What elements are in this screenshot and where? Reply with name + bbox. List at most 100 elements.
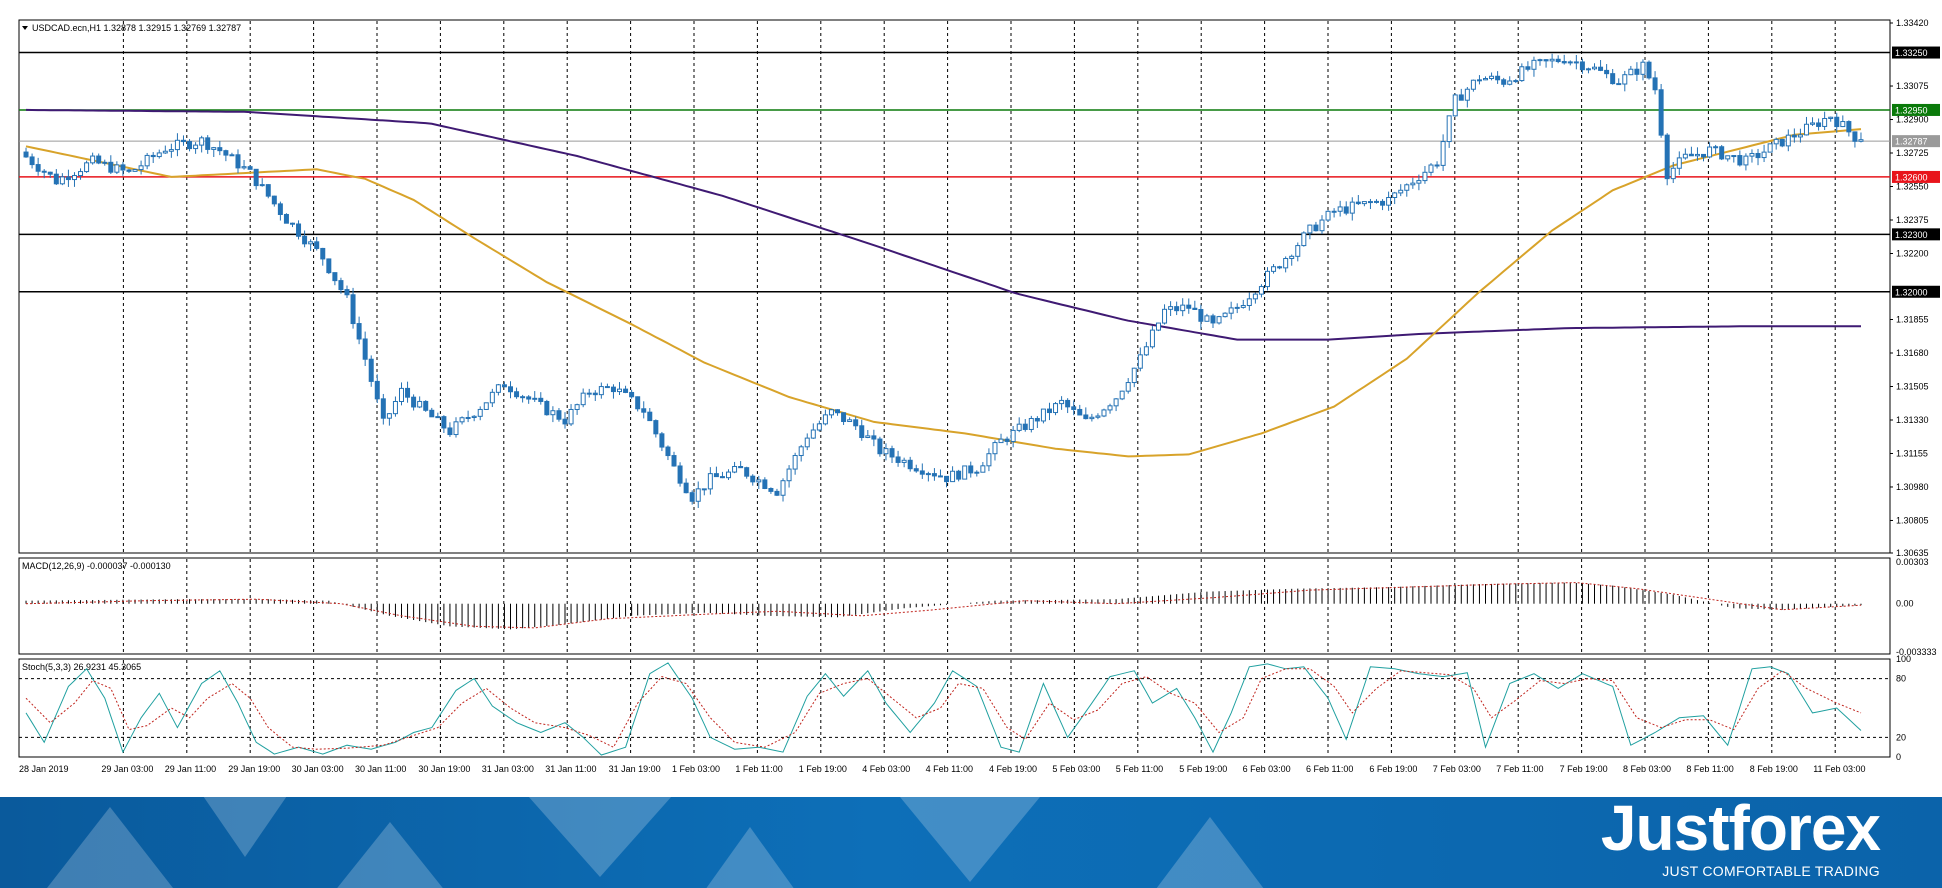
candle	[1198, 308, 1204, 322]
candle	[925, 473, 931, 476]
moving-average-slow	[25, 108, 1861, 341]
candle	[1803, 123, 1809, 136]
candle	[1688, 153, 1694, 157]
candle	[405, 387, 411, 398]
y-tick-label: 1.33075	[1896, 81, 1929, 91]
justforex-logo[interactable]: Justforex JUST COMFORTABLE TRADING	[1570, 797, 1881, 888]
candle	[1810, 122, 1816, 125]
candle	[998, 438, 1004, 444]
candle	[1658, 89, 1664, 136]
candle	[1664, 134, 1670, 180]
candle	[156, 152, 162, 158]
candle	[937, 475, 943, 478]
candle	[120, 164, 126, 171]
candle	[901, 459, 907, 463]
candle	[1852, 131, 1858, 142]
candle	[1458, 94, 1464, 101]
x-tick-label: 1 Feb 11:00	[735, 764, 782, 774]
x-tick-label: 8 Feb 19:00	[1750, 764, 1798, 774]
level-price-box	[1892, 46, 1940, 59]
candle	[1252, 293, 1258, 300]
candle	[1464, 88, 1470, 101]
candle	[1155, 322, 1161, 331]
candle	[271, 195, 277, 205]
stochastic-y-tick-label: 20	[1896, 732, 1906, 742]
candle	[1501, 79, 1507, 85]
candle	[411, 396, 417, 408]
candle	[695, 488, 701, 502]
x-tick-label: 29 Jan 11:00	[165, 764, 216, 774]
candle	[1337, 206, 1343, 212]
candle	[665, 446, 671, 457]
candle	[1022, 423, 1028, 430]
candle	[217, 147, 223, 152]
candle	[889, 448, 895, 458]
candle	[1325, 210, 1331, 221]
candle	[380, 398, 386, 419]
x-tick-label: 7 Feb 11:00	[1496, 764, 1543, 774]
candle	[84, 162, 90, 173]
candle	[1767, 143, 1773, 153]
candle	[1628, 68, 1634, 76]
candle	[617, 388, 623, 393]
candle	[265, 184, 271, 197]
candle	[816, 423, 822, 431]
candle	[1670, 167, 1676, 180]
candle	[47, 171, 53, 175]
candle	[762, 479, 768, 489]
macd-panel	[18, 557, 1891, 655]
trading-chart: 28 Jan 2019 29 Jan 03:00 29 Jan 11:00 29 Ja…	[18, 18, 1940, 774]
candle	[1137, 354, 1143, 369]
candle	[895, 456, 901, 463]
candle	[199, 137, 205, 146]
candle	[289, 222, 295, 225]
y-tick-label: 1.31155	[1896, 448, 1928, 458]
candle	[526, 396, 532, 400]
candle	[1349, 201, 1355, 214]
level-price-label: 1.32600	[1895, 172, 1928, 182]
candle	[1610, 73, 1616, 85]
candle	[471, 415, 477, 418]
candle	[1319, 219, 1325, 232]
candle	[580, 392, 586, 406]
candle	[1234, 306, 1240, 309]
x-tick-label: 8 Feb 03:00	[1623, 764, 1671, 774]
y-tick-label: 1.30805	[1896, 515, 1929, 525]
y-tick-label: 1.33420	[1896, 18, 1929, 28]
candle	[1071, 406, 1077, 410]
level-price-box	[1892, 285, 1940, 298]
candle	[398, 387, 404, 402]
candle	[1264, 270, 1270, 288]
logo-text: Justforex	[1600, 797, 1881, 864]
candle	[1367, 201, 1373, 204]
collapse-arrow-icon[interactable]	[22, 26, 28, 30]
candle	[1065, 399, 1071, 408]
candle	[168, 149, 174, 152]
candle	[235, 154, 241, 169]
candle	[822, 414, 828, 425]
candle	[1271, 266, 1277, 272]
candle	[1428, 164, 1434, 173]
candle	[653, 420, 659, 435]
candle	[1046, 408, 1052, 414]
candle	[59, 176, 65, 185]
candle	[1840, 121, 1846, 128]
candle	[828, 409, 834, 416]
candle	[1258, 286, 1264, 295]
level-price-box	[1892, 103, 1940, 116]
x-tick-label: 11 Feb 03:00	[1813, 764, 1865, 774]
candle	[1174, 306, 1180, 312]
candle	[586, 392, 592, 395]
candle	[162, 150, 168, 154]
candle	[1452, 94, 1458, 117]
candle	[429, 409, 435, 418]
candle	[1404, 184, 1410, 191]
candle	[1125, 382, 1131, 392]
candle	[1386, 197, 1392, 206]
candle	[707, 473, 713, 490]
candle	[1059, 399, 1065, 405]
candle	[508, 386, 514, 393]
x-tick-label: 5 Feb 11:00	[1116, 764, 1163, 774]
candle	[962, 465, 968, 480]
candle	[1701, 153, 1707, 158]
